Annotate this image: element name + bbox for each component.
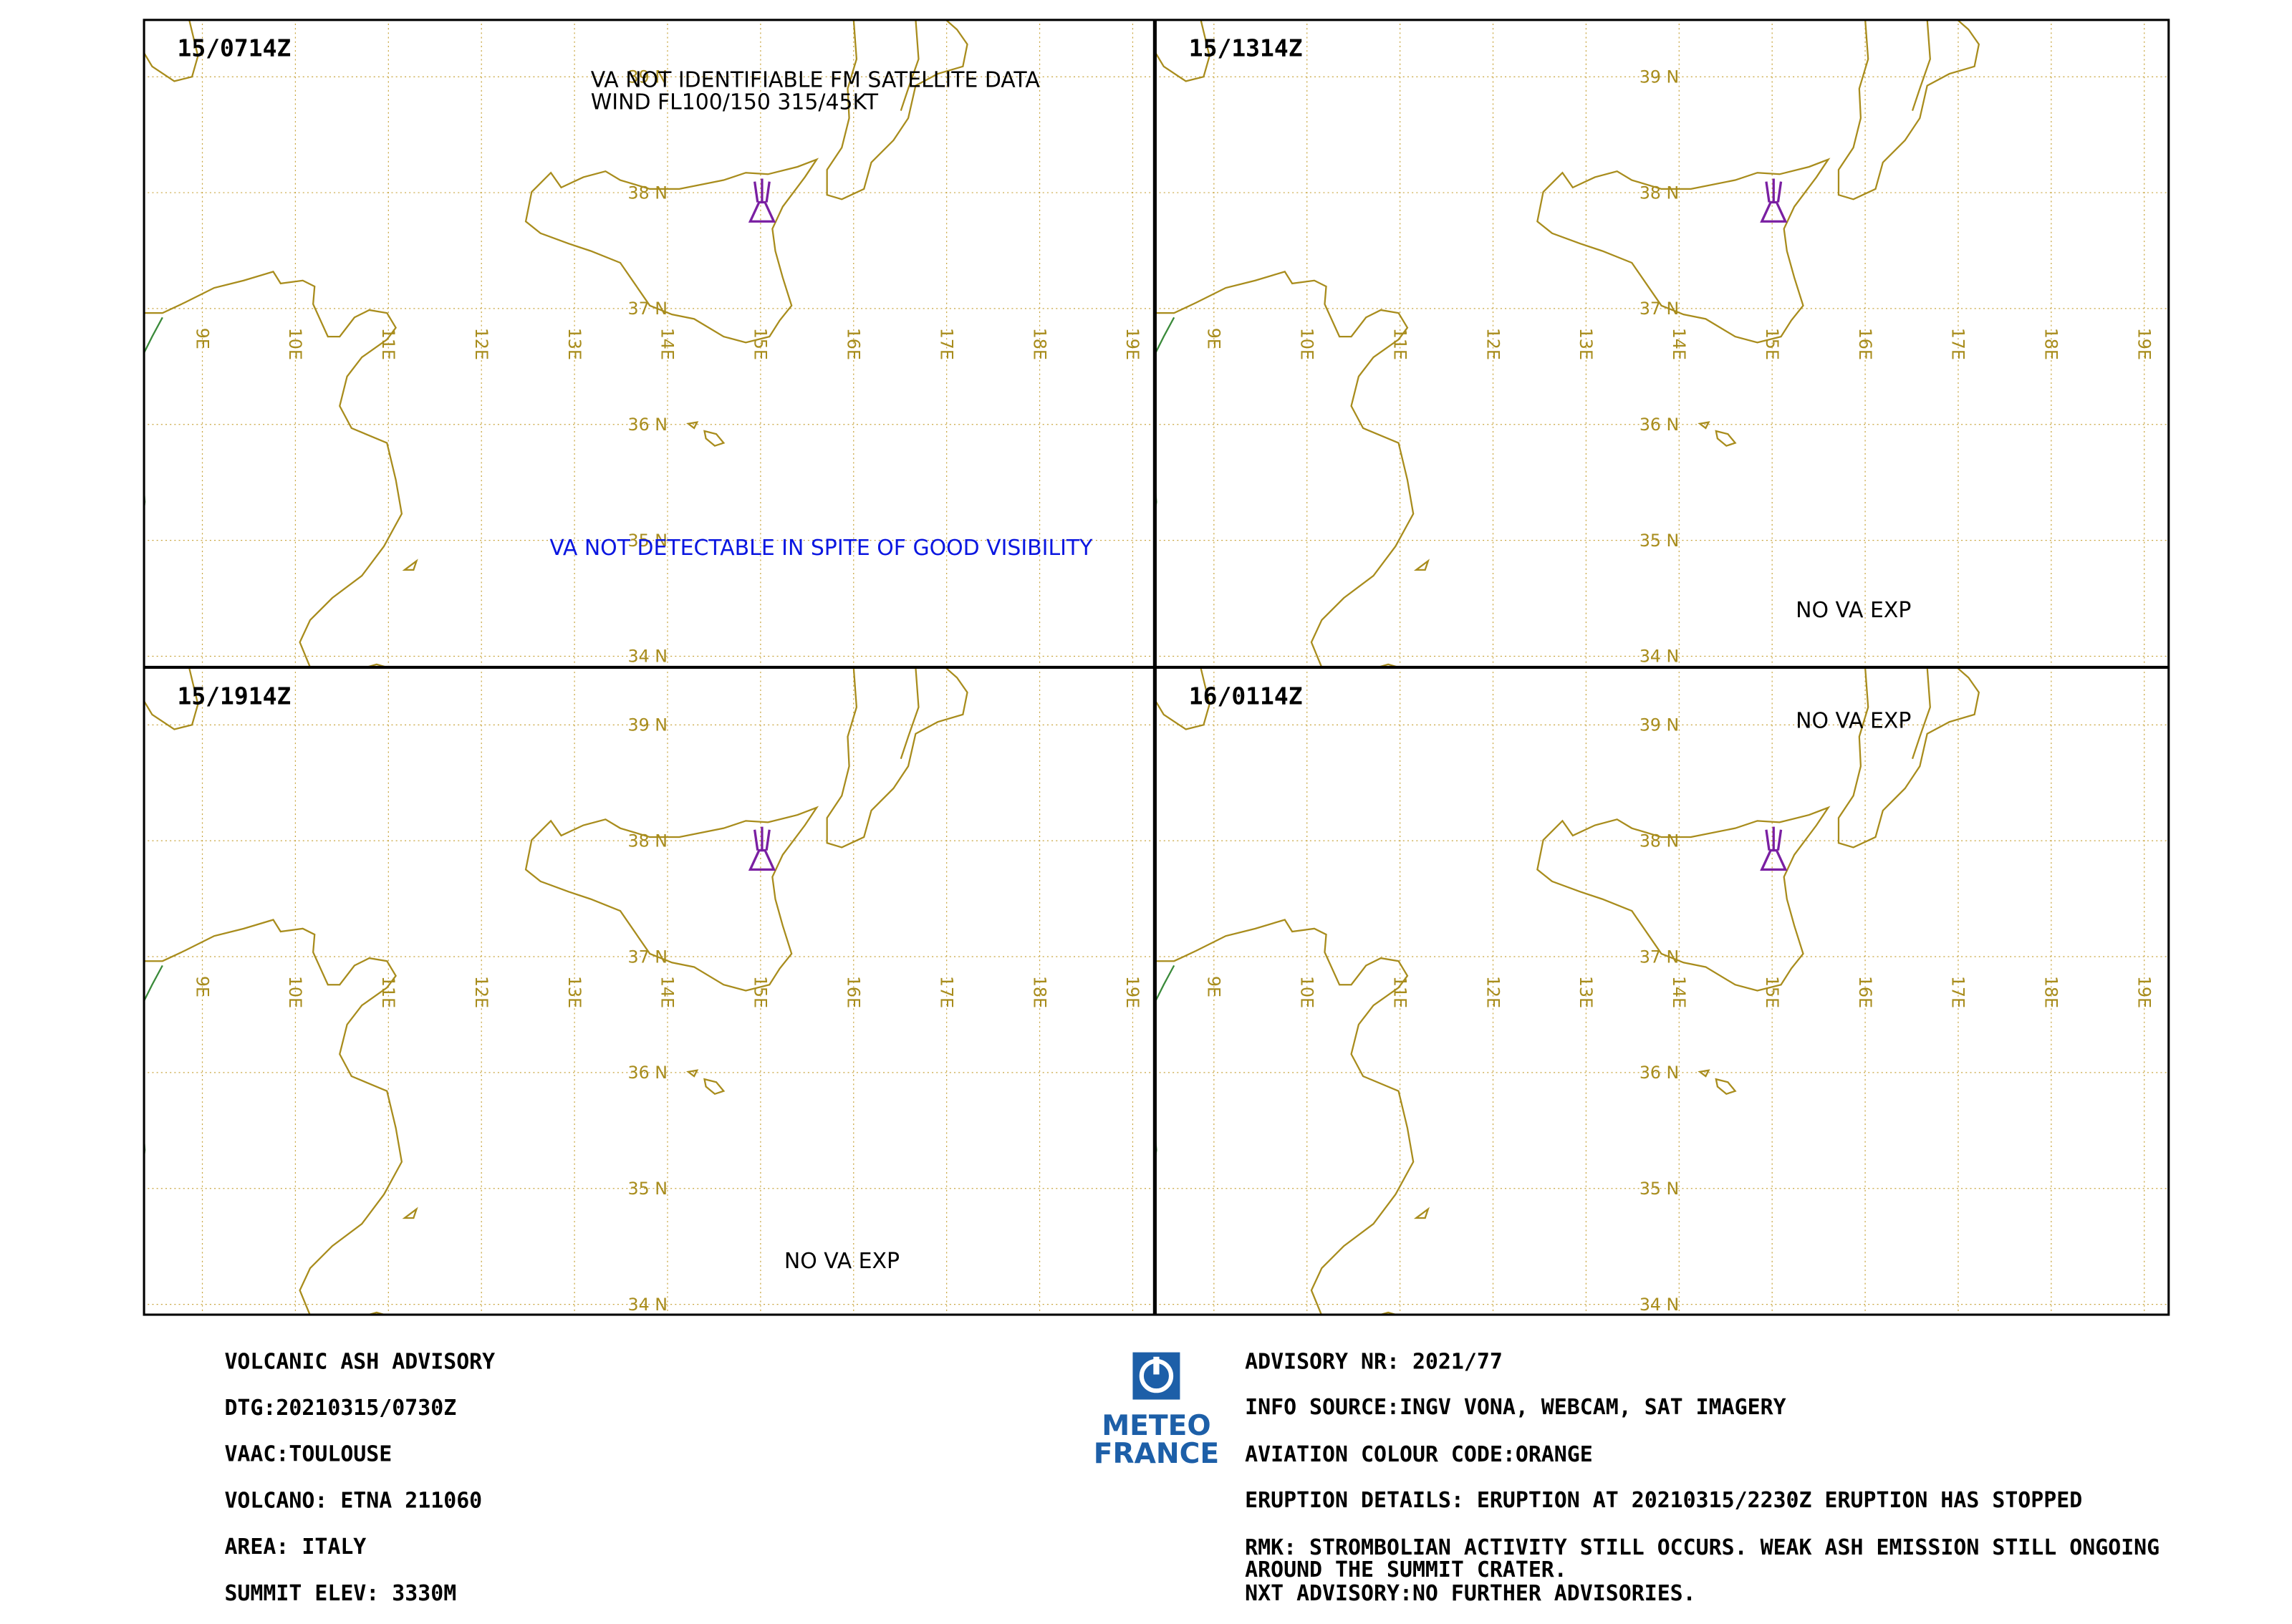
lat-label: 34 N	[1639, 1295, 1679, 1315]
lon-label: 13E	[1576, 328, 1596, 360]
map-panel: 39 N38 N37 N36 N35 N34 N9E 10E 11E 12E 13E 14…	[143, 19, 1155, 667]
advisory-line: VOLCANIC ASH ADVISORY	[224, 1349, 495, 1374]
lon-label: 18E	[1029, 976, 1049, 1008]
lon-label: 10E	[285, 976, 305, 1008]
lon-label: 17E	[1948, 976, 1968, 1008]
lat-label: 39 N	[628, 715, 668, 735]
lon-label: 18E	[2041, 976, 2061, 1008]
advisory-line: INFO SOURCE:INGV VONA, WEBCAM, SAT IMAGE…	[1245, 1395, 1786, 1420]
lon-label: 13E	[564, 976, 584, 1008]
lon-label: 12E	[1483, 976, 1503, 1008]
lat-label: 36 N	[1639, 1063, 1679, 1083]
panel-note: NO VA EXP	[1796, 708, 1911, 733]
logo: METEO FRANCE	[1094, 1352, 1219, 1470]
panel-note: VA NOT IDENTIFIABLE FM SATELLITE DATA	[591, 68, 1041, 93]
map-panel: 39 N38 N37 N36 N35 N34 N9E 10E 11E 12E 13E 14…	[1155, 667, 2168, 1315]
lon-label: 19E	[1122, 328, 1142, 360]
lon-label: 10E	[285, 328, 305, 360]
panel-note: WIND FL100/150 315/45KT	[591, 90, 879, 115]
lon-label: 19E	[2134, 328, 2154, 360]
lat-label: 39 N	[628, 67, 668, 87]
lon-label: 14E	[1669, 328, 1689, 360]
lat-label: 38 N	[1639, 183, 1679, 203]
lon-label: 18E	[2041, 328, 2061, 360]
lon-label: 16E	[844, 328, 864, 360]
advisory-line: DTG:20210315/0730Z	[224, 1396, 456, 1421]
lon-label: 16E	[844, 976, 864, 1008]
lat-label: 38 N	[1639, 831, 1679, 851]
map-panel: 39 N38 N37 N36 N35 N34 N9E 10E 11E 12E 13E 14…	[143, 667, 1155, 1315]
lon-label: 9E	[192, 976, 212, 997]
lon-label: 9E	[1204, 976, 1224, 997]
lon-label: 10E	[1296, 976, 1316, 1008]
panel-time: 15/1914Z	[177, 682, 291, 710]
lat-label: 35 N	[628, 531, 668, 551]
lon-label: 15E	[751, 976, 771, 1008]
logo-text: METEO	[1102, 1410, 1210, 1442]
lon-label: 19E	[2134, 976, 2154, 1008]
advisory-line: AVIATION COLOUR CODE:ORANGE	[1245, 1442, 1593, 1467]
lon-label: 17E	[936, 328, 956, 360]
lon-label: 17E	[936, 976, 956, 1008]
lat-label: 36 N	[1639, 415, 1679, 435]
panel-time: 16/0114Z	[1189, 682, 1303, 710]
advisory-line: SUMMIT ELEV: 3330M	[224, 1581, 456, 1606]
lat-label: 35 N	[1639, 531, 1679, 551]
lon-label: 18E	[1029, 328, 1049, 360]
lon-label: 12E	[1483, 328, 1503, 360]
lat-label: 39 N	[1639, 715, 1679, 735]
lat-label: 39 N	[1639, 67, 1679, 87]
lon-label: 13E	[564, 328, 584, 360]
panel-note: NO VA EXP	[784, 1249, 900, 1274]
lon-label: 14E	[1669, 976, 1689, 1008]
lon-label: 14E	[658, 976, 678, 1008]
lat-label: 36 N	[628, 1063, 668, 1083]
panel-frames	[143, 19, 2170, 1316]
advisory-line: ADVISORY NR: 2021/77	[1245, 1349, 1503, 1374]
panel-note: VA NOT DETECTABLE IN SPITE OF GOOD VISIB…	[549, 536, 1093, 561]
lon-label: 15E	[751, 328, 771, 360]
lon-label: 12E	[471, 976, 491, 1008]
lat-label: 35 N	[628, 1179, 668, 1199]
advisory-line: VAAC:TOULOUSE	[224, 1442, 392, 1467]
advisory-line: RMK: STROMBOLIAN ACTIVITY STILL OCCURS. …	[1245, 1535, 2159, 1560]
lon-label: 12E	[471, 328, 491, 360]
lat-label: 34 N	[628, 647, 668, 667]
advisory-line: ERUPTION DETAILS: ERUPTION AT 20210315/2…	[1245, 1488, 2082, 1513]
lat-label: 34 N	[628, 1295, 668, 1315]
lat-label: 34 N	[1639, 647, 1679, 667]
lon-label: 19E	[1122, 976, 1142, 1008]
lon-label: 17E	[1948, 328, 1968, 360]
lat-label: 36 N	[628, 415, 668, 435]
lon-label: 9E	[1204, 328, 1224, 349]
advisory-line: NXT ADVISORY:NO FURTHER ADVISORIES.	[1245, 1581, 1696, 1606]
lon-label: 9E	[192, 328, 212, 349]
map-panel: 39 N38 N37 N36 N35 N34 N9E 10E 11E 12E 13E 14…	[1155, 19, 2168, 667]
lat-label: 38 N	[628, 183, 668, 203]
lat-label: 38 N	[628, 831, 668, 851]
lon-label: 15E	[1762, 976, 1782, 1008]
lon-label: 13E	[1576, 976, 1596, 1008]
lat-label: 35 N	[1639, 1179, 1679, 1199]
graticule: 39 N38 N37 N36 N35 N34 N9E 10E 11E 12E 13E 14…	[143, 667, 1155, 1315]
graticule: 39 N38 N37 N36 N35 N34 N9E 10E 11E 12E 13E 14…	[1155, 667, 2168, 1315]
advisory-line: AREA: ITALY	[224, 1534, 366, 1560]
panel-note: NO VA EXP	[1796, 598, 1911, 623]
graticule: 39 N38 N37 N36 N35 N34 N9E 10E 11E 12E 13E 14…	[143, 19, 1155, 667]
advisory-line: AROUND THE SUMMIT CRATER.	[1245, 1557, 1567, 1582]
panel-time: 15/1314Z	[1189, 34, 1303, 62]
graticule: 39 N38 N37 N36 N35 N34 N9E 10E 11E 12E 13E 14…	[1155, 19, 2168, 667]
logo-text: FRANCE	[1094, 1438, 1219, 1470]
lon-label: 16E	[1855, 328, 1875, 360]
lon-label: 16E	[1855, 976, 1875, 1008]
advisory-line: VOLCANO: ETNA 211060	[224, 1488, 482, 1513]
lon-label: 10E	[1296, 328, 1316, 360]
lon-label: 14E	[658, 328, 678, 360]
panel-time: 15/0714Z	[177, 34, 291, 62]
lon-label: 15E	[1762, 328, 1782, 360]
